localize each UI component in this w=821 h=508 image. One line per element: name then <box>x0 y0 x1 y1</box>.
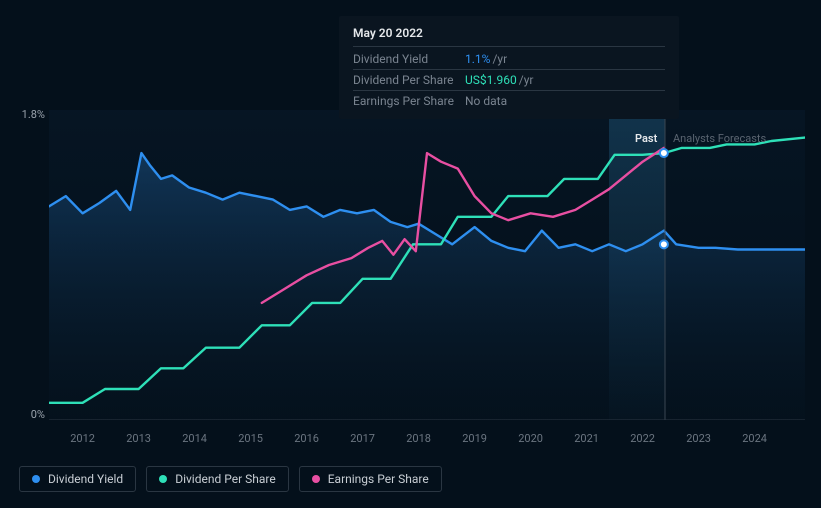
forecast-label: Analysts Forecasts <box>673 132 766 145</box>
tooltip-date: May 20 2022 <box>353 26 665 47</box>
x-tick-label: 2023 <box>686 432 711 445</box>
tooltip-row-label: Dividend Per Share <box>353 73 465 87</box>
x-tick-label: 2021 <box>574 432 599 445</box>
legend-dot-icon <box>32 475 40 483</box>
legend-label: Dividend Yield <box>48 472 123 486</box>
chart-svg <box>49 110 805 420</box>
chart-tooltip: May 20 2022 Dividend Yield1.1% /yrDivide… <box>339 16 679 119</box>
tooltip-row-label: Earnings Per Share <box>353 94 465 108</box>
x-axis: 2012 2013 2014 2015 2016 2017 2018 2019 2020 2021… <box>49 432 805 448</box>
x-tick-label: 2022 <box>630 432 655 445</box>
y-tick-max: 1.8% <box>22 108 45 121</box>
x-tick-label: 2013 <box>126 432 151 445</box>
tooltip-row-unit: /yr <box>492 52 507 66</box>
legend-item-earnings-per-share[interactable]: Earnings Per Share <box>299 466 442 492</box>
tooltip-row: Dividend Per ShareUS$1.960 /yr <box>353 70 665 91</box>
x-tick-label: 2018 <box>406 432 431 445</box>
tooltip-row: Earnings Per ShareNo data <box>353 91 665 111</box>
tooltip-row-value: US$1.960 <box>465 73 517 87</box>
x-tick-label: 2012 <box>70 432 95 445</box>
legend-label: Earnings Per Share <box>328 472 429 486</box>
legend: Dividend Yield Dividend Per Share Earnin… <box>19 466 442 492</box>
legend-dot-icon <box>312 475 320 483</box>
legend-dot-icon <box>159 475 167 483</box>
tooltip-row-label: Dividend Yield <box>353 52 465 66</box>
tooltip-row-value: No data <box>465 94 507 108</box>
x-tick-label: 2024 <box>742 432 767 445</box>
legend-item-dividend-yield[interactable]: Dividend Yield <box>19 466 136 492</box>
chart-plot-area[interactable] <box>49 110 805 420</box>
tooltip-row-unit: /yr <box>519 73 534 87</box>
y-tick-min: 0% <box>31 408 45 421</box>
x-tick-label: 2017 <box>350 432 375 445</box>
x-tick-label: 2016 <box>294 432 319 445</box>
x-tick-label: 2019 <box>462 432 487 445</box>
legend-item-dividend-per-share[interactable]: Dividend Per Share <box>146 466 289 492</box>
x-tick-label: 2015 <box>238 432 263 445</box>
legend-label: Dividend Per Share <box>175 472 276 486</box>
tooltip-row: Dividend Yield1.1% /yr <box>353 49 665 70</box>
tooltip-row-value: 1.1% <box>465 52 490 66</box>
x-tick-label: 2014 <box>182 432 207 445</box>
x-tick-label: 2020 <box>518 432 543 445</box>
past-label: Past <box>635 132 657 145</box>
